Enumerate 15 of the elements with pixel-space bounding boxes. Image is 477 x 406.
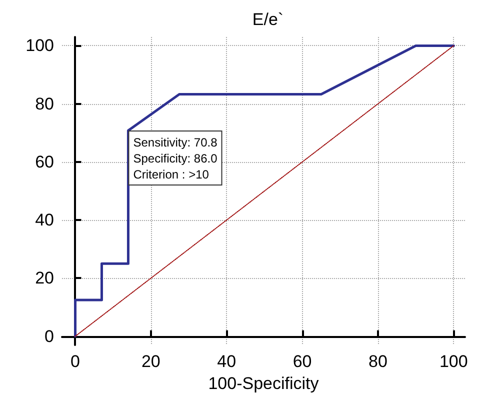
y-tick-label: 20 (35, 268, 54, 288)
chart-title: E/e` (252, 10, 284, 29)
x-tick-label: 40 (217, 352, 236, 371)
y-tick-label: 80 (35, 94, 54, 114)
y-tick-label: 0 (44, 326, 54, 346)
x-tick-label: 80 (368, 352, 388, 371)
y-tick-label: 100 (26, 36, 54, 56)
y-tick-label: 40 (35, 210, 54, 230)
x-tick-label: 60 (292, 352, 312, 371)
x-tick-label: 0 (70, 352, 80, 371)
y-tick-label: 60 (35, 152, 54, 172)
x-tick-label: 100 (439, 352, 468, 371)
x-tick-label: 20 (141, 352, 160, 371)
x-axis-title: 100-Specificity (208, 374, 320, 393)
annotation: Sensitivity: 70.8 Specificity: 86.0 Criterion : >10 (133, 136, 218, 182)
